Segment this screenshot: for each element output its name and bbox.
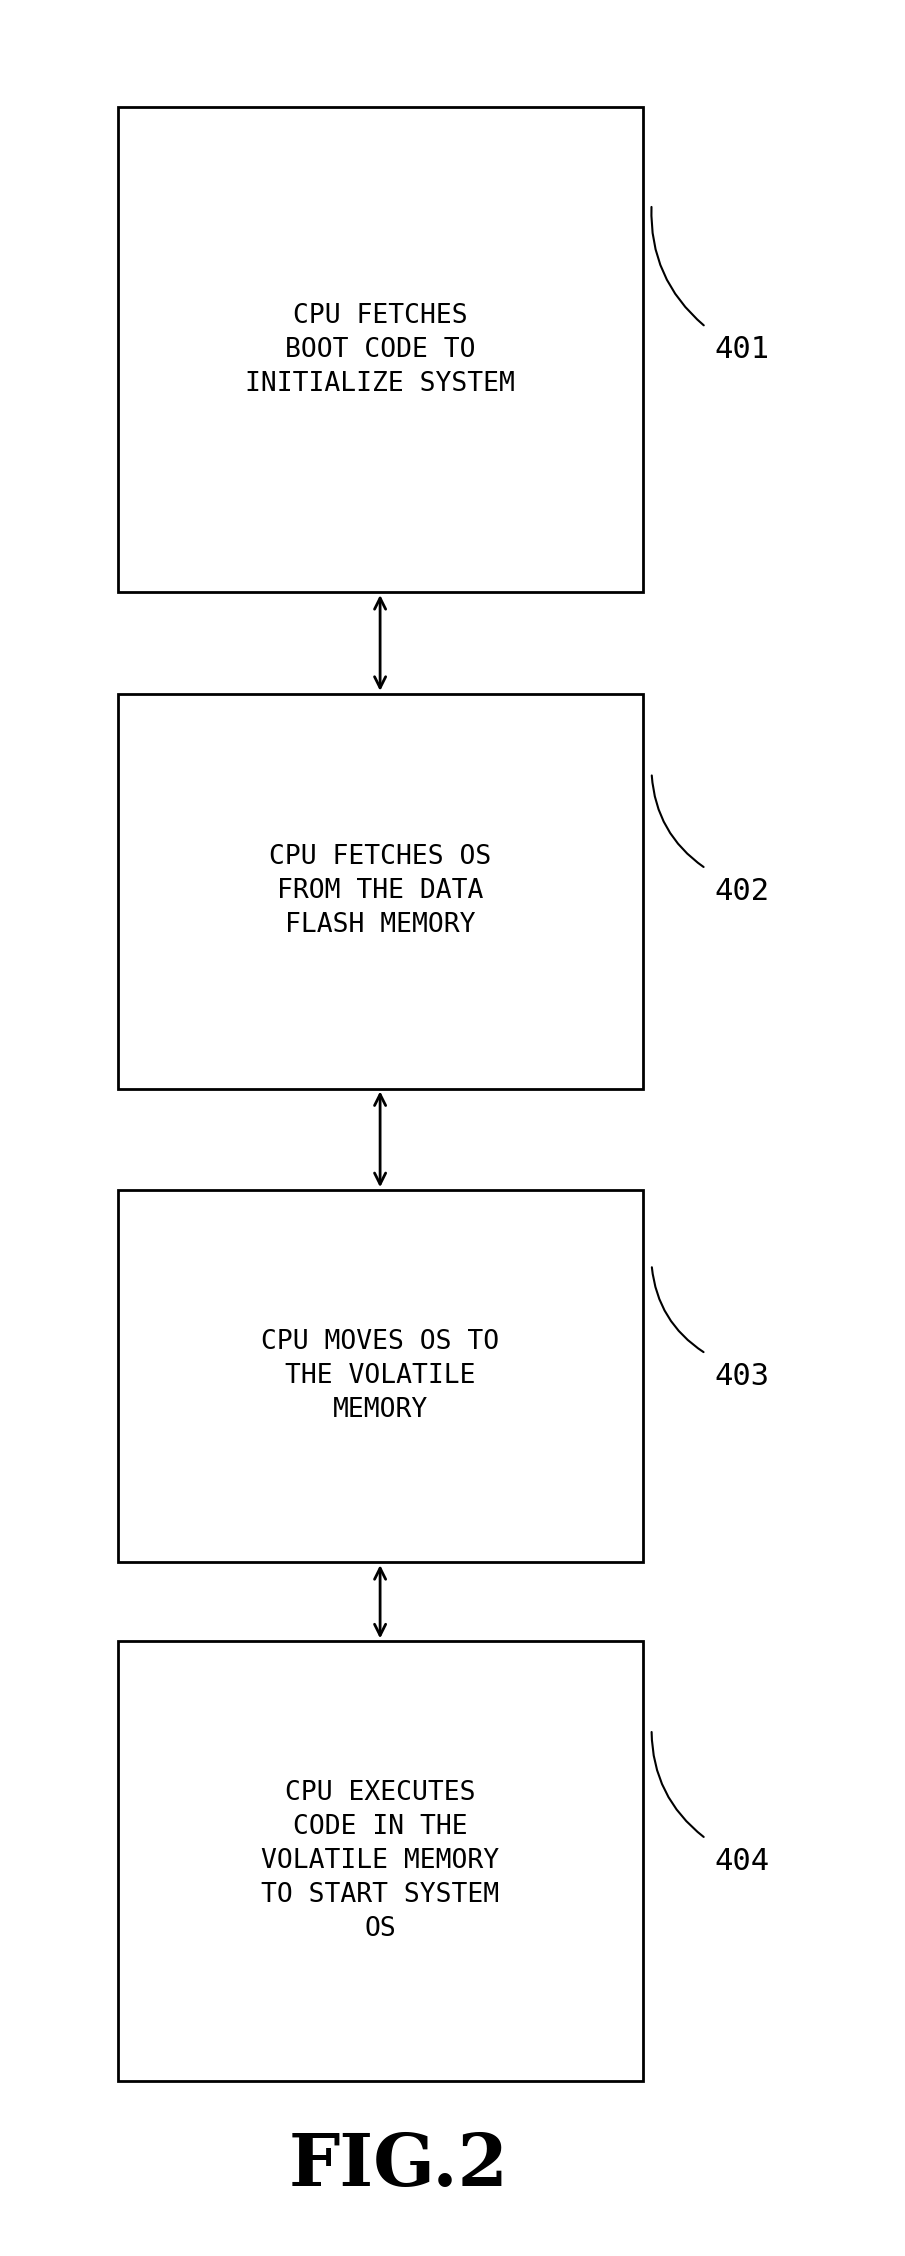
Text: CPU EXECUTES
CODE IN THE
VOLATILE MEMORY
TO START SYSTEM
OS: CPU EXECUTES CODE IN THE VOLATILE MEMORY… [261,1780,500,1942]
Text: CPU FETCHES
BOOT CODE TO
INITIALIZE SYSTEM: CPU FETCHES BOOT CODE TO INITIALIZE SYST… [245,302,515,397]
Text: CPU MOVES OS TO
THE VOLATILE
MEMORY: CPU MOVES OS TO THE VOLATILE MEMORY [261,1329,500,1424]
Text: FIG.2: FIG.2 [289,2130,508,2202]
Text: 401: 401 [715,336,769,363]
Bar [118,695,643,1090]
Bar [118,1191,643,1561]
Text: 403: 403 [715,1363,769,1390]
Text: 404: 404 [715,1848,769,1875]
Bar [118,1642,643,2080]
Bar [118,108,643,593]
Text: CPU FETCHES OS
FROM THE DATA
FLASH MEMORY: CPU FETCHES OS FROM THE DATA FLASH MEMOR… [269,844,491,938]
Text: 402: 402 [715,878,769,905]
